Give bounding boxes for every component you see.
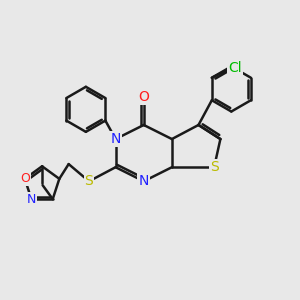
Text: Cl: Cl — [229, 61, 242, 75]
Text: O: O — [20, 172, 30, 185]
Text: O: O — [138, 90, 149, 104]
Text: N: N — [27, 193, 36, 206]
Text: S: S — [85, 174, 93, 188]
Text: N: N — [139, 174, 149, 188]
Text: N: N — [110, 132, 121, 146]
Text: S: S — [210, 160, 218, 174]
